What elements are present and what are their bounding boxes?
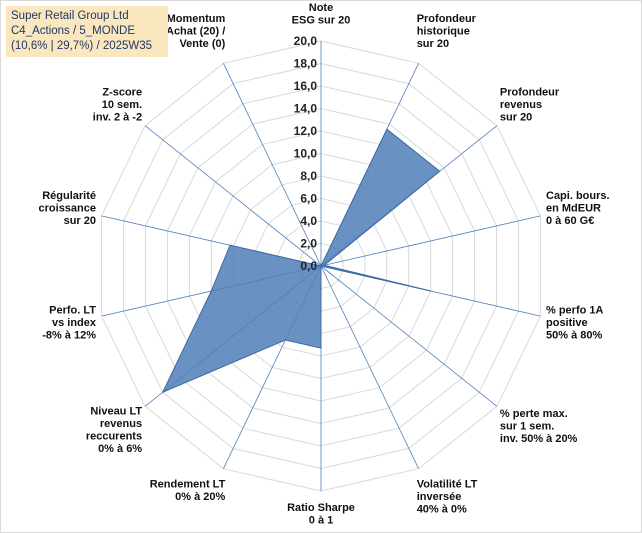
spoke-line [320,265,419,469]
tick-label: 20,0 [294,34,318,48]
axis-label: Momentum Achat (20) / Vente (0) [166,13,226,50]
tick-label: 12,0 [294,124,318,138]
axis-label: % perte max. sur 1 sem. inv. 50% à 20% [500,408,578,445]
spoke-line [223,63,322,267]
axis-label: % perfo 1A positive 50% à 80% [546,305,604,342]
axis-label: Capi. bours. en MdEUR 0 à 60 G€ [546,190,610,227]
svg-text:Rendement LT0% à 20%: Rendement LT 0% à 20% [150,478,226,503]
spoke-line [320,215,541,267]
chart-title-box: Super Retail Group Ltd C4_Actions / 5_MO… [6,6,168,57]
svg-text:% perte max.sur 1 sem.inv. 50%: % perte max. sur 1 sem. inv. 50% à 20% [500,408,578,445]
tick-label: 16,0 [294,79,318,93]
axis-label: Z-score 10 sem. inv. 2 à -2 [93,87,142,124]
tick-label: 10,0 [294,147,318,161]
axis-label: Volatilité LT inversée 40% à 0% [417,478,478,515]
tick-label: 8,0 [300,169,317,183]
axis-label: Note ESG sur 20 [292,2,351,27]
tick-label: 6,0 [300,192,317,206]
spoke-line [144,125,322,267]
axis-label: Ratio Sharpe 0 à 1 [287,502,355,527]
axis-label: Perfo. LT vs index -8% à 12% [42,305,97,342]
tick-label: 18,0 [294,57,318,71]
axis-labels: Note ESG sur 20 Profondeur historique sur 20… [39,2,610,527]
tick-label: 0,0 [300,259,317,273]
title-line-period: (10,6% | 29,7%) / 2025W35 [11,40,153,52]
radar-series [161,128,441,394]
tick-label: 4,0 [300,214,317,228]
series-area [161,128,441,394]
axis-label: Profondeur historique sur 20 [417,13,477,50]
axis-label: Régularité croissance sur 20 [39,190,96,227]
title-line-company: Super Retail Group Ltd [11,10,129,22]
title-line-category: C4_Actions / 5_MONDE [11,25,135,37]
axis-label: Niveau LT revenus reccurents 0% à 6% [86,406,143,456]
tick-label: 2,0 [300,237,317,251]
axis-label: Profondeur revenus sur 20 [500,87,560,124]
radial-tick-labels: 0,0 2,0 4,0 6,0 8,0 10,0 12,0 14,0 16,0 18,0 20,0 [294,34,318,273]
spoke-line [320,265,498,407]
axis-label: Rendement LT 0% à 20% [150,478,226,503]
tick-label: 14,0 [294,102,318,116]
